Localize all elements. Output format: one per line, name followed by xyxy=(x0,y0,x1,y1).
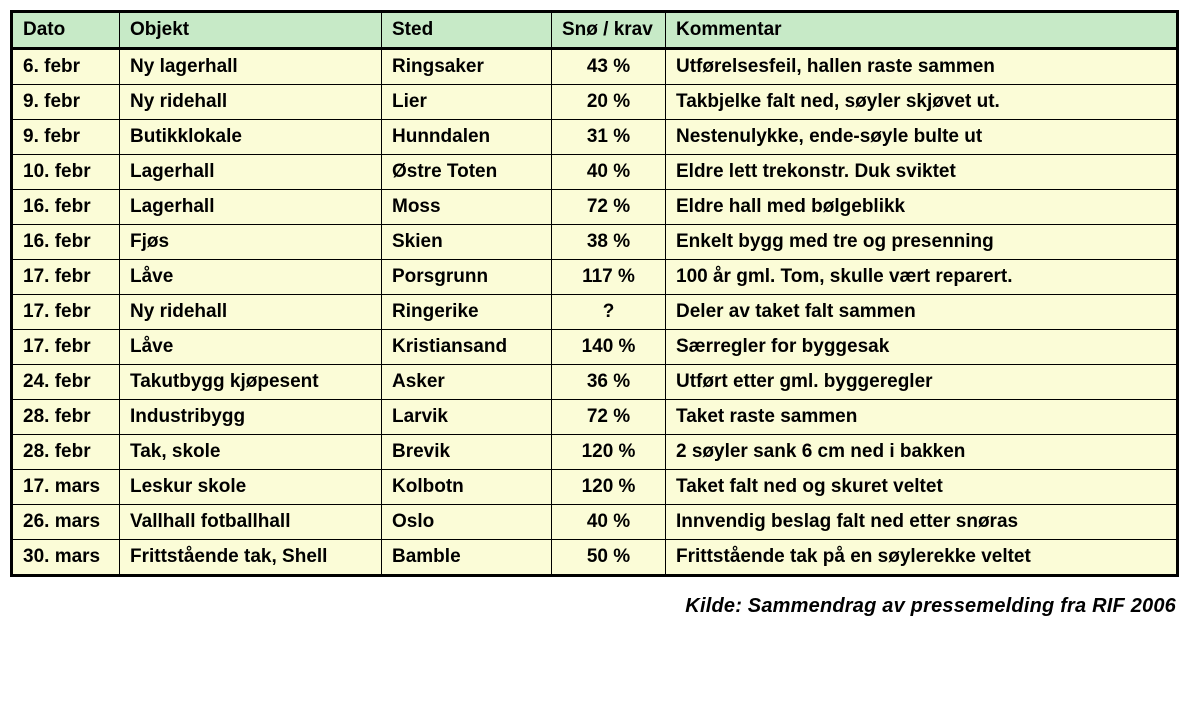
cell-objekt: Ny ridehall xyxy=(120,85,382,120)
cell-sted: Larvik xyxy=(382,400,552,435)
cell-sno: 40 % xyxy=(552,505,666,540)
cell-sno: 140 % xyxy=(552,330,666,365)
cell-dato: 28. febr xyxy=(12,435,120,470)
table-body: 6. febr Ny lagerhall Ringsaker 43 % Utfø… xyxy=(12,49,1178,576)
cell-objekt: Låve xyxy=(120,330,382,365)
cell-dato: 9. febr xyxy=(12,120,120,155)
cell-sted: Asker xyxy=(382,365,552,400)
cell-dato: 9. febr xyxy=(12,85,120,120)
table-row: 16. febr Fjøs Skien 38 % Enkelt bygg med… xyxy=(12,225,1178,260)
cell-objekt: Industribygg xyxy=(120,400,382,435)
cell-sted: Ringerike xyxy=(382,295,552,330)
cell-sno: 40 % xyxy=(552,155,666,190)
table-row: 17. febr Låve Kristiansand 140 % Særregl… xyxy=(12,330,1178,365)
cell-dato: 17. febr xyxy=(12,260,120,295)
cell-sno: 43 % xyxy=(552,49,666,85)
cell-sno: 31 % xyxy=(552,120,666,155)
cell-objekt: Ny ridehall xyxy=(120,295,382,330)
table-row: 9. febr Ny ridehall Lier 20 % Takbjelke … xyxy=(12,85,1178,120)
table-row: 10. febr Lagerhall Østre Toten 40 % Eldr… xyxy=(12,155,1178,190)
cell-sno: 50 % xyxy=(552,540,666,576)
table-row: 17. febr Ny ridehall Ringerike ? Deler a… xyxy=(12,295,1178,330)
cell-sted: Hunndalen xyxy=(382,120,552,155)
cell-dato: 17. febr xyxy=(12,330,120,365)
cell-komm: Enkelt bygg med tre og presenning xyxy=(666,225,1178,260)
cell-sno: 38 % xyxy=(552,225,666,260)
cell-dato: 10. febr xyxy=(12,155,120,190)
cell-objekt: Lagerhall xyxy=(120,190,382,225)
cell-dato: 24. febr xyxy=(12,365,120,400)
cell-objekt: Leskur skole xyxy=(120,470,382,505)
cell-komm: Særregler for byggesak xyxy=(666,330,1178,365)
cell-dato: 16. febr xyxy=(12,190,120,225)
table-row: 6. febr Ny lagerhall Ringsaker 43 % Utfø… xyxy=(12,49,1178,85)
cell-sted: Kolbotn xyxy=(382,470,552,505)
cell-sno: 120 % xyxy=(552,470,666,505)
table-header-row: Dato Objekt Sted Snø / krav Kommentar xyxy=(12,12,1178,49)
table-row: 9. febr Butikklokale Hunndalen 31 % Nest… xyxy=(12,120,1178,155)
cell-sno: 120 % xyxy=(552,435,666,470)
cell-objekt: Låve xyxy=(120,260,382,295)
cell-komm: Eldre lett trekonstr. Duk sviktet xyxy=(666,155,1178,190)
cell-sted: Ringsaker xyxy=(382,49,552,85)
cell-komm: Deler av taket falt sammen xyxy=(666,295,1178,330)
cell-dato: 30. mars xyxy=(12,540,120,576)
cell-sno: 20 % xyxy=(552,85,666,120)
table-row: 17. mars Leskur skole Kolbotn 120 % Take… xyxy=(12,470,1178,505)
table-row: 17. febr Låve Porsgrunn 117 % 100 år gml… xyxy=(12,260,1178,295)
cell-sno: 36 % xyxy=(552,365,666,400)
table-row: 28. febr Tak, skole Brevik 120 % 2 søyle… xyxy=(12,435,1178,470)
cell-dato: 6. febr xyxy=(12,49,120,85)
cell-sted: Oslo xyxy=(382,505,552,540)
cell-objekt: Tak, skole xyxy=(120,435,382,470)
cell-dato: 17. mars xyxy=(12,470,120,505)
cell-dato: 17. febr xyxy=(12,295,120,330)
cell-komm: Taket raste sammen xyxy=(666,400,1178,435)
cell-sted: Lier xyxy=(382,85,552,120)
col-header-sted: Sted xyxy=(382,12,552,49)
col-header-sno-krav: Snø / krav xyxy=(552,12,666,49)
cell-sno: 72 % xyxy=(552,190,666,225)
table-row: 30. mars Frittstående tak, Shell Bamble … xyxy=(12,540,1178,576)
cell-dato: 26. mars xyxy=(12,505,120,540)
table-row: 26. mars Vallhall fotballhall Oslo 40 % … xyxy=(12,505,1178,540)
cell-sno: 117 % xyxy=(552,260,666,295)
cell-komm: Frittstående tak på en søylerekke veltet xyxy=(666,540,1178,576)
table-row: 24. febr Takutbygg kjøpesent Asker 36 % … xyxy=(12,365,1178,400)
cell-sted: Porsgrunn xyxy=(382,260,552,295)
cell-komm: Utførelsesfeil, hallen raste sammen xyxy=(666,49,1178,85)
cell-komm: Utført etter gml. byggeregler xyxy=(666,365,1178,400)
cell-komm: Eldre hall med bølgeblikk xyxy=(666,190,1178,225)
cell-objekt: Frittstående tak, Shell xyxy=(120,540,382,576)
cell-sno: ? xyxy=(552,295,666,330)
cell-objekt: Ny lagerhall xyxy=(120,49,382,85)
col-header-kommentar: Kommentar xyxy=(666,12,1178,49)
cell-sno: 72 % xyxy=(552,400,666,435)
cell-komm: Takbjelke falt ned, søyler skjøvet ut. xyxy=(666,85,1178,120)
cell-objekt: Lagerhall xyxy=(120,155,382,190)
source-caption: Kilde: Sammendrag av pressemelding fra R… xyxy=(10,595,1176,618)
cell-dato: 28. febr xyxy=(12,400,120,435)
table-row: 28. febr Industribygg Larvik 72 % Taket … xyxy=(12,400,1178,435)
cell-komm: 100 år gml. Tom, skulle vært reparert. xyxy=(666,260,1178,295)
col-header-objekt: Objekt xyxy=(120,12,382,49)
cell-objekt: Butikklokale xyxy=(120,120,382,155)
col-header-dato: Dato xyxy=(12,12,120,49)
cell-objekt: Vallhall fotballhall xyxy=(120,505,382,540)
table-row: 16. febr Lagerhall Moss 72 % Eldre hall … xyxy=(12,190,1178,225)
cell-objekt: Fjøs xyxy=(120,225,382,260)
cell-sted: Moss xyxy=(382,190,552,225)
cell-sted: Skien xyxy=(382,225,552,260)
cell-sted: Østre Toten xyxy=(382,155,552,190)
cell-komm: Taket falt ned og skuret veltet xyxy=(666,470,1178,505)
cell-komm: Innvendig beslag falt ned etter snøras xyxy=(666,505,1178,540)
cell-sted: Kristiansand xyxy=(382,330,552,365)
cell-objekt: Takutbygg kjøpesent xyxy=(120,365,382,400)
incidents-table: Dato Objekt Sted Snø / krav Kommentar 6.… xyxy=(10,10,1179,577)
cell-sted: Bamble xyxy=(382,540,552,576)
cell-komm: 2 søyler sank 6 cm ned i bakken xyxy=(666,435,1178,470)
cell-dato: 16. febr xyxy=(12,225,120,260)
cell-sted: Brevik xyxy=(382,435,552,470)
cell-komm: Nestenulykke, ende-søyle bulte ut xyxy=(666,120,1178,155)
